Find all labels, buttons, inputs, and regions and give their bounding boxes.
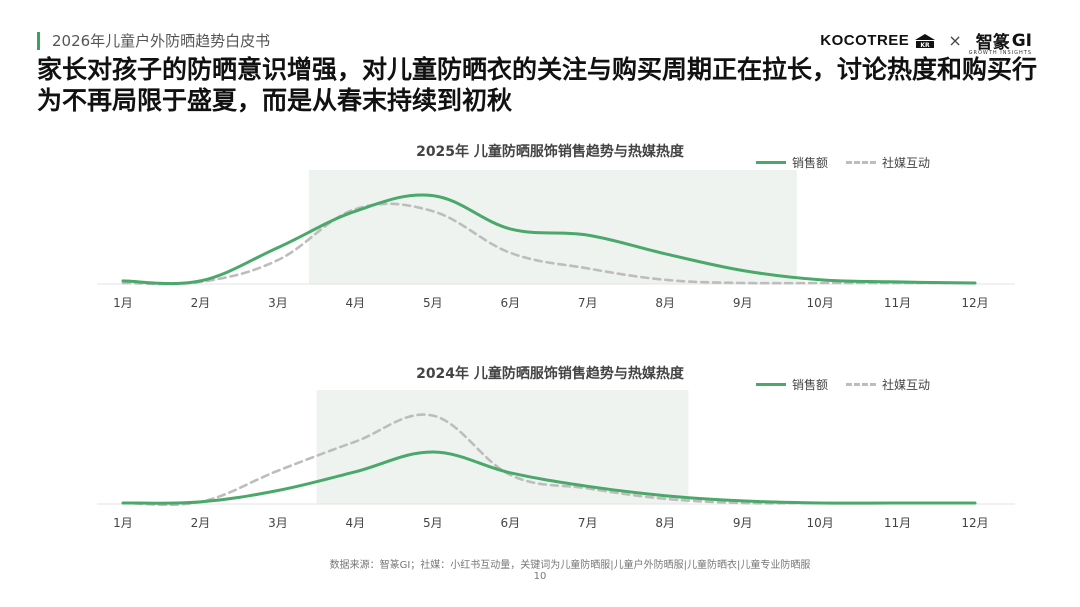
chart-title: 2025年 儿童防晒服饰销售趋势与热媒热度 bbox=[416, 144, 684, 160]
series-line-sales bbox=[121, 193, 977, 286]
x-tick-label: 12月 bbox=[961, 516, 988, 530]
chart-legend: 销售额 社媒互动 bbox=[755, 154, 930, 171]
svg-text:KR: KR bbox=[921, 42, 931, 49]
report-title: 2026年儿童户外防晒趋势白皮书 bbox=[52, 32, 271, 50]
x-tick-label: 3月 bbox=[268, 296, 288, 310]
x-tick-label: 5月 bbox=[423, 516, 443, 530]
x-tick-label: 5月 bbox=[423, 296, 443, 310]
x-tick-label: 7月 bbox=[578, 296, 598, 310]
legend-label-sales: 销售额 bbox=[791, 156, 828, 170]
chart-legend: 销售额 社媒互动 bbox=[755, 376, 930, 393]
x-tick-label: 2月 bbox=[191, 516, 211, 530]
x-tick-label: 1月 bbox=[113, 296, 133, 310]
accent-bar bbox=[37, 31, 40, 50]
brand-logos: KOCOTREE KR × 智篆 GI GROWTH INSIGHTS bbox=[820, 28, 1032, 57]
x-tick-label: 10月 bbox=[806, 516, 833, 530]
x-tick-label: 4月 bbox=[346, 296, 366, 310]
page-number: 10 bbox=[533, 571, 547, 582]
chart-plot: 1月 2月 3月 4月 5月 6月 7月 8月 9月 10月 11月 12月 bbox=[97, 170, 1015, 310]
legend-swatch-social bbox=[845, 161, 876, 164]
chart-2025: 2025年 儿童防晒服饰销售趋势与热媒热度 销售额 社媒互动 1月 2月 3月 4月 5… bbox=[0, 130, 1080, 330]
legend-label-social: 社媒互动 bbox=[881, 156, 930, 170]
zhizhuan-logo: 智篆 bbox=[975, 33, 1010, 53]
x-tick-label: 6月 bbox=[500, 516, 520, 530]
x-tick-label: 1月 bbox=[113, 516, 133, 530]
x-tick-label: 11月 bbox=[884, 516, 911, 530]
legend-swatch-social bbox=[845, 383, 876, 386]
chart-2024: 2024年 儿童防晒服饰销售趋势与热媒热度 销售额 社媒互动 1月 2月 3月 4月 5… bbox=[0, 352, 1080, 552]
series-line-sales bbox=[121, 450, 977, 505]
x-tick-label: 2月 bbox=[191, 296, 211, 310]
kocotree-mark-icon: KR bbox=[915, 33, 936, 49]
x-tick-label: 6月 bbox=[500, 296, 520, 310]
series-line-social bbox=[121, 202, 977, 286]
legend-label-sales: 销售额 bbox=[791, 378, 828, 392]
logo-separator: × bbox=[948, 31, 962, 50]
x-tick-label: 12月 bbox=[961, 296, 988, 310]
highlight-band bbox=[316, 390, 689, 504]
legend-label-social: 社媒互动 bbox=[881, 378, 930, 392]
x-tick-label: 8月 bbox=[655, 516, 675, 530]
legend-swatch-sales bbox=[755, 383, 786, 386]
x-tick-label: 7月 bbox=[578, 516, 598, 530]
legend-swatch-sales bbox=[755, 161, 786, 164]
gi-logo-subtitle: GROWTH INSIGHTS bbox=[968, 50, 1032, 56]
x-tick-label: 8月 bbox=[655, 296, 675, 310]
chart-title: 2024年 儿童防晒服饰销售趋势与热媒热度 bbox=[416, 366, 684, 382]
x-tick-label: 4月 bbox=[346, 516, 366, 530]
headline: 家长对孩子的防晒意识增强，对儿童防晒衣的关注与购买周期正在拉长，讨论热度和购买行… bbox=[37, 55, 1038, 115]
gi-logo: GI bbox=[1011, 30, 1032, 51]
report-header: 2026年儿童户外防晒趋势白皮书 bbox=[37, 30, 270, 51]
x-tick-label: 9月 bbox=[733, 296, 753, 310]
kocotree-logo: KOCOTREE bbox=[820, 32, 910, 49]
x-tick-label: 10月 bbox=[806, 296, 833, 310]
x-tick-label: 9月 bbox=[733, 516, 753, 530]
chart-plot: 1月 2月 3月 4月 5月 6月 7月 8月 9月 10月 11月 12月 bbox=[97, 390, 1015, 530]
x-tick-label: 3月 bbox=[268, 516, 288, 530]
data-source-note: 数据来源：智篆GI；社媒：小红书互动量，关键词为儿童防晒服|儿童户外防晒服|儿童… bbox=[329, 560, 811, 571]
x-tick-label: 11月 bbox=[884, 296, 911, 310]
